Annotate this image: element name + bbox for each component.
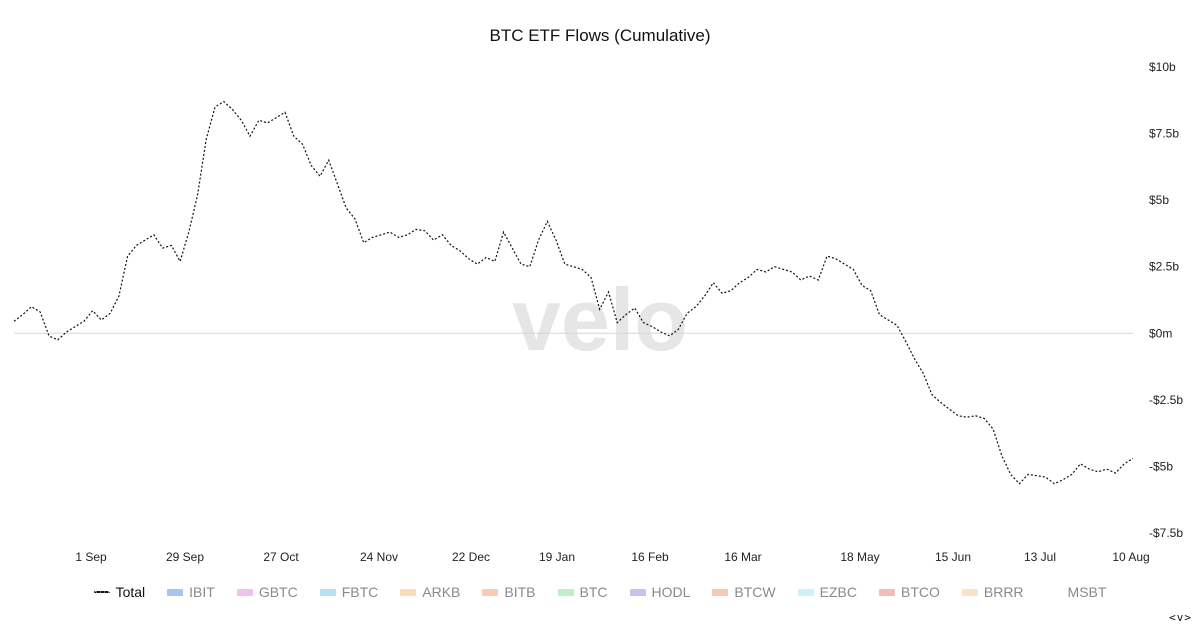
legend-item-total[interactable]: Total xyxy=(93,584,146,600)
legend-item-btcw[interactable]: BTCW xyxy=(712,584,776,600)
x-tick-label: 16 Mar xyxy=(724,550,761,564)
legend: Total IBIT GBTC FBTC ARKB BITB BTC HODL BTCW EZBC… xyxy=(0,584,1200,600)
legend-label: BTCW xyxy=(734,584,776,600)
legend-item-btc[interactable]: BTC xyxy=(557,584,608,600)
legend-item-arkb[interactable]: ARKB xyxy=(400,584,460,600)
y-tick-label: $2.5b xyxy=(1149,260,1179,274)
legend-label: BTCO xyxy=(900,584,940,600)
y-tick-label: -$5b xyxy=(1149,459,1173,473)
y-axis: $10b $7.5b $5b $2.5b $0m -$2.5b -$5b -$7.5b xyxy=(1149,60,1183,540)
x-tick-label: 22 Dec xyxy=(452,550,490,564)
legend-swatch xyxy=(878,588,895,596)
x-tick-label: 1 Sep xyxy=(75,550,107,564)
legend-label: MSBT xyxy=(1067,584,1107,600)
legend-item-bitb[interactable]: BITB xyxy=(482,584,536,600)
legend-swatch xyxy=(557,588,574,596)
legend-label: Total xyxy=(115,584,146,600)
legend-swatch xyxy=(482,588,499,596)
legend-swatch xyxy=(797,588,814,596)
x-tick-label: 29 Sep xyxy=(166,550,204,564)
x-tick-label: 27 Oct xyxy=(263,550,299,564)
y-tick-label: -$7.5b xyxy=(1149,526,1183,540)
legend-item-hodl[interactable]: HODL xyxy=(629,584,691,600)
x-tick-label: 10 Aug xyxy=(1112,550,1149,564)
y-tick-label: $0m xyxy=(1149,326,1172,340)
velo-watermark-logo: velo xyxy=(512,270,688,369)
legend-label: ARKB xyxy=(422,584,461,600)
legend-swatch xyxy=(712,588,729,596)
legend-item-btco[interactable]: BTCO xyxy=(878,584,940,600)
legend-label: BRRR xyxy=(983,584,1024,600)
legend-label: BTC xyxy=(579,584,608,600)
legend-item-ibit[interactable]: IBIT xyxy=(167,584,215,600)
legend-label: FBTC xyxy=(341,584,379,600)
y-tick-label: -$2.5b xyxy=(1149,393,1183,407)
legend-item-msbt[interactable]: MSBT xyxy=(1046,584,1107,600)
y-tick-label: $5b xyxy=(1149,193,1169,207)
expand-toggle-button[interactable]: <v> xyxy=(1169,611,1192,624)
legend-swatch xyxy=(629,588,646,596)
legend-label: GBTC xyxy=(258,584,298,600)
legend-swatch xyxy=(319,588,336,596)
legend-label: BITB xyxy=(504,584,536,600)
x-tick-label: 13 Jul xyxy=(1024,550,1056,564)
legend-swatch xyxy=(400,588,417,596)
legend-item-gbtc[interactable]: GBTC xyxy=(236,584,298,600)
legend-label: IBIT xyxy=(189,584,215,600)
legend-label: HODL xyxy=(651,584,691,600)
legend-swatch xyxy=(167,588,184,596)
x-tick-label: 18 May xyxy=(840,550,879,564)
legend-item-ezbc[interactable]: EZBC xyxy=(797,584,857,600)
legend-item-fbtc[interactable]: FBTC xyxy=(319,584,379,600)
legend-swatch xyxy=(93,591,110,593)
legend-item-brrr[interactable]: BRRR xyxy=(961,584,1024,600)
x-tick-label: 19 Jan xyxy=(539,550,575,564)
y-tick-label: $7.5b xyxy=(1149,127,1179,141)
legend-label: EZBC xyxy=(819,584,857,600)
x-tick-label: 16 Feb xyxy=(631,550,669,564)
x-tick-label: 15 Jun xyxy=(935,550,971,564)
legend-swatch xyxy=(236,588,253,596)
x-axis: 1 Sep 29 Sep 27 Oct 24 Nov 22 Dec 19 Jan 16 Fe… xyxy=(75,550,1149,564)
y-tick-label: $10b xyxy=(1149,60,1176,74)
chart-title: BTC ETF Flows (Cumulative) xyxy=(489,26,711,45)
x-tick-label: 24 Nov xyxy=(360,550,398,564)
legend-swatch xyxy=(961,588,978,596)
